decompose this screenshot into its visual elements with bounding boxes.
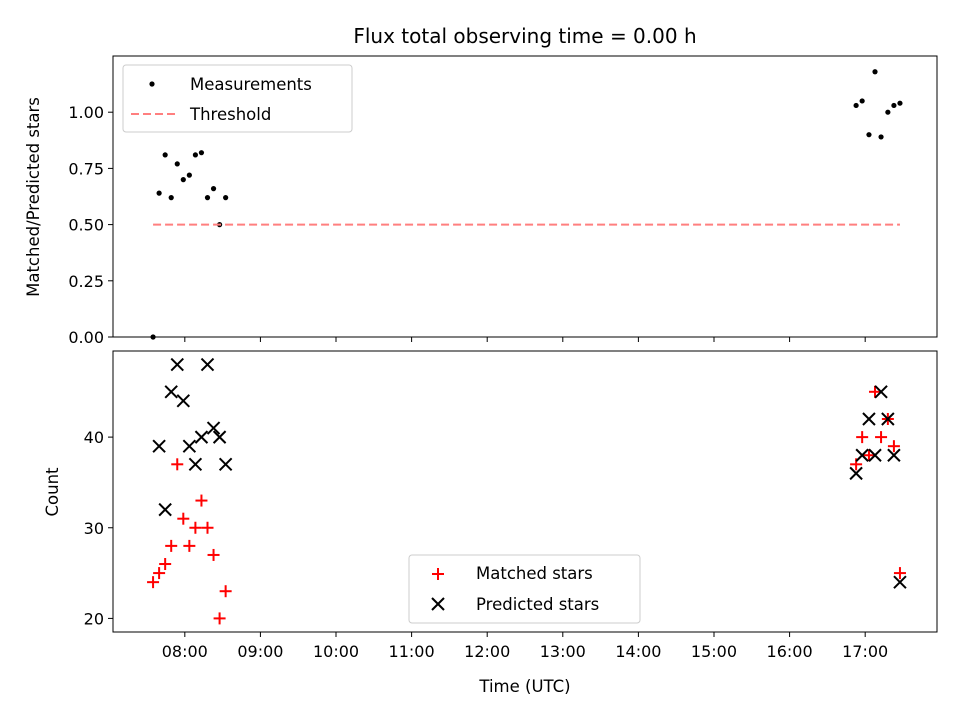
measurement-point — [192, 152, 198, 158]
predicted-stars-point — [212, 430, 227, 444]
plot-frame — [112, 350, 938, 633]
bottom-legend-frame — [408, 554, 641, 624]
legend-measurements-marker — [149, 81, 155, 87]
matched-stars-point — [893, 567, 906, 580]
measurement-point — [872, 69, 878, 75]
legend-matched-label: Matched stars — [476, 564, 593, 583]
x-tick-label: 14:00 — [615, 642, 661, 661]
y-tick-label: 0.75 — [68, 159, 104, 178]
predicted-stars-point — [182, 439, 197, 453]
legend-threshold-label: Threshold — [189, 105, 271, 124]
top-legend: Measurements Threshold — [122, 64, 353, 133]
measurement-point — [897, 100, 903, 106]
measurement-point — [156, 190, 162, 196]
predicted-stars-point — [188, 457, 203, 472]
bottom-legend: Matched stars Predicted stars — [408, 554, 641, 624]
measurement-point — [162, 152, 168, 158]
top-legend-frame — [122, 64, 353, 133]
predicted-stars-point — [855, 448, 869, 462]
y-tick-label: 30 — [84, 519, 104, 538]
x-tick-label: 17:00 — [842, 642, 888, 661]
y-tick-label: 0.25 — [68, 272, 104, 291]
measurement-point — [198, 150, 205, 156]
predicted-stars-point — [152, 439, 166, 453]
legend-measurements-label: Measurements — [190, 75, 312, 94]
matched-stars-point — [213, 612, 226, 625]
predicted-stars-point — [881, 412, 895, 426]
measurement-point — [878, 134, 884, 140]
legend-matched-marker — [432, 568, 444, 580]
predicted-stars-point — [200, 357, 215, 372]
predicted-stars-point — [862, 412, 876, 426]
bottom-y-axis-label: Count — [43, 467, 62, 517]
y-tick-label: 0.00 — [68, 328, 104, 347]
y-tick-label: 20 — [84, 609, 104, 628]
predicted-stars-point — [868, 448, 882, 462]
y-tick-label: 1.00 — [68, 103, 104, 122]
matched-stars-point — [153, 567, 166, 580]
predicted-stars-point — [218, 457, 233, 472]
x-tick-label: 12:00 — [464, 642, 510, 661]
x-tick-label: 10:00 — [313, 642, 359, 661]
predicted-stars-point — [887, 448, 901, 462]
matched-stars-point — [171, 458, 184, 471]
matched-stars-point — [887, 440, 900, 453]
top-panel: 0.00 0.25 0.50 0.75 1.00 — [68, 55, 938, 347]
measurement-point — [180, 177, 186, 183]
x-tick-label: 08:00 — [162, 642, 208, 661]
matched-stars-point — [189, 521, 202, 534]
matched-stars-point — [159, 558, 172, 571]
measurement-point — [891, 102, 897, 109]
measurement-point — [885, 109, 891, 115]
plot-frame — [112, 55, 938, 338]
matched-stars-point — [856, 431, 869, 444]
measurement-point — [210, 186, 217, 192]
x-tick-label: 11:00 — [389, 642, 435, 661]
series-measurements — [150, 69, 903, 340]
predicted-stars-point — [170, 357, 184, 372]
predicted-stars-point — [158, 502, 172, 517]
measurement-point — [204, 195, 211, 201]
x-axis-label: Time (UTC) — [478, 677, 570, 696]
measurement-point — [186, 172, 192, 178]
matched-stars-point — [147, 576, 160, 589]
matched-stars-point — [869, 385, 882, 398]
top-y-axis-label: Matched/Predicted stars — [24, 97, 43, 297]
y-tick-label: 40 — [84, 428, 104, 447]
matched-stars-point — [195, 494, 208, 507]
predicted-stars-point — [874, 385, 888, 399]
matched-stars-point — [219, 585, 232, 598]
measurement-point — [174, 161, 180, 167]
x-tick-label: 15:00 — [691, 642, 737, 661]
matched-stars-point — [875, 431, 888, 444]
measurement-point — [223, 195, 229, 201]
matched-stars-point — [862, 449, 875, 462]
legend-predicted-label: Predicted stars — [476, 595, 599, 614]
predicted-stars-point — [849, 466, 863, 481]
bottom-panel: 20 30 40 08:00 09:00 10:00 11:00 12:00 13:00 14:0… — [84, 350, 938, 661]
matched-stars-point — [201, 521, 214, 534]
x-tick-label: 13:00 — [540, 642, 586, 661]
predicted-stars-point — [176, 394, 191, 408]
predicted-stars-point — [206, 421, 221, 435]
measurement-point — [168, 195, 174, 201]
matched-stars-point — [165, 539, 178, 552]
predicted-stars-point — [893, 575, 907, 589]
chart-title: Flux total observing time = 0.00 h — [353, 24, 696, 48]
matched-stars-point — [183, 539, 196, 552]
series-matched-stars — [147, 385, 906, 625]
measurement-point — [866, 132, 872, 138]
legend-predicted-marker — [431, 597, 445, 611]
measurement-point — [853, 102, 859, 109]
matched-stars-point — [177, 512, 190, 525]
series-predicted-stars — [152, 357, 907, 589]
predicted-stars-point — [164, 385, 178, 399]
y-tick-label: 0.50 — [68, 216, 104, 235]
matched-stars-point — [207, 548, 220, 561]
measurement-point — [859, 98, 865, 104]
x-tick-label: 09:00 — [237, 642, 283, 661]
predicted-stars-point — [194, 430, 209, 444]
x-tick-label: 16:00 — [767, 642, 813, 661]
